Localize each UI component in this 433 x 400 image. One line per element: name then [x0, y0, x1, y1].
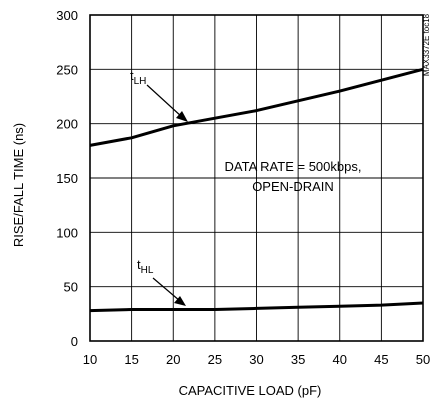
annotation-open-drain: OPEN-DRAIN: [252, 179, 334, 194]
y-tick-label: 250: [56, 62, 78, 77]
y-axis-ticks: 0 50 100 150 200 250 300: [56, 8, 78, 349]
y-tick-label: 200: [56, 117, 78, 132]
annotation-data-rate: DATA RATE = 500kbps,: [225, 159, 362, 174]
x-tick-label: 35: [291, 352, 305, 367]
svg-text:tLH: tLH: [130, 68, 146, 87]
x-axis-ticks: 10 15 20 25 30 35 40 45 50: [83, 352, 430, 367]
figure-code: MAX3372E toc18: [422, 13, 431, 76]
arrow-tlh: [146, 84, 183, 118]
x-axis-label: CAPACITIVE LOAD (pF): [179, 383, 322, 398]
x-tick-label: 40: [333, 352, 347, 367]
x-tick-label: 15: [124, 352, 138, 367]
plot-frame: [89, 14, 424, 342]
y-tick-label: 0: [71, 334, 78, 349]
y-tick-label: 300: [56, 8, 78, 23]
y-tick-label: 150: [56, 171, 78, 186]
series-label-thl: tHL: [137, 257, 154, 276]
y-tick-label: 100: [56, 225, 78, 240]
x-tick-label: 50: [416, 352, 430, 367]
x-tick-label: 10: [83, 352, 97, 367]
x-tick-label: 30: [249, 352, 263, 367]
x-tick-label: 25: [208, 352, 222, 367]
svg-text:tHL: tHL: [137, 257, 154, 276]
series-group: [89, 67, 424, 313]
arrow-tlh-head: [176, 111, 188, 122]
series-label-thl-sub: HL: [141, 265, 154, 276]
arrow-thl-head: [174, 296, 186, 306]
arrow-thl: [152, 277, 181, 302]
x-tick-label: 45: [374, 352, 388, 367]
series-label-tlh-sub: LH: [134, 76, 147, 87]
series-line-thl: [89, 301, 424, 313]
grid: [90, 15, 423, 341]
series-label-thl-main: t: [137, 257, 141, 272]
series-label-tlh: tLH: [130, 68, 146, 87]
series-label-tlh-main: t: [130, 68, 134, 83]
x-tick-label: 20: [166, 352, 180, 367]
y-tick-label: 50: [64, 280, 78, 295]
label-arrows: [146, 84, 188, 306]
y-axis-label: RISE/FALL TIME (ns): [11, 123, 26, 247]
series-line-tlh: [89, 67, 424, 147]
